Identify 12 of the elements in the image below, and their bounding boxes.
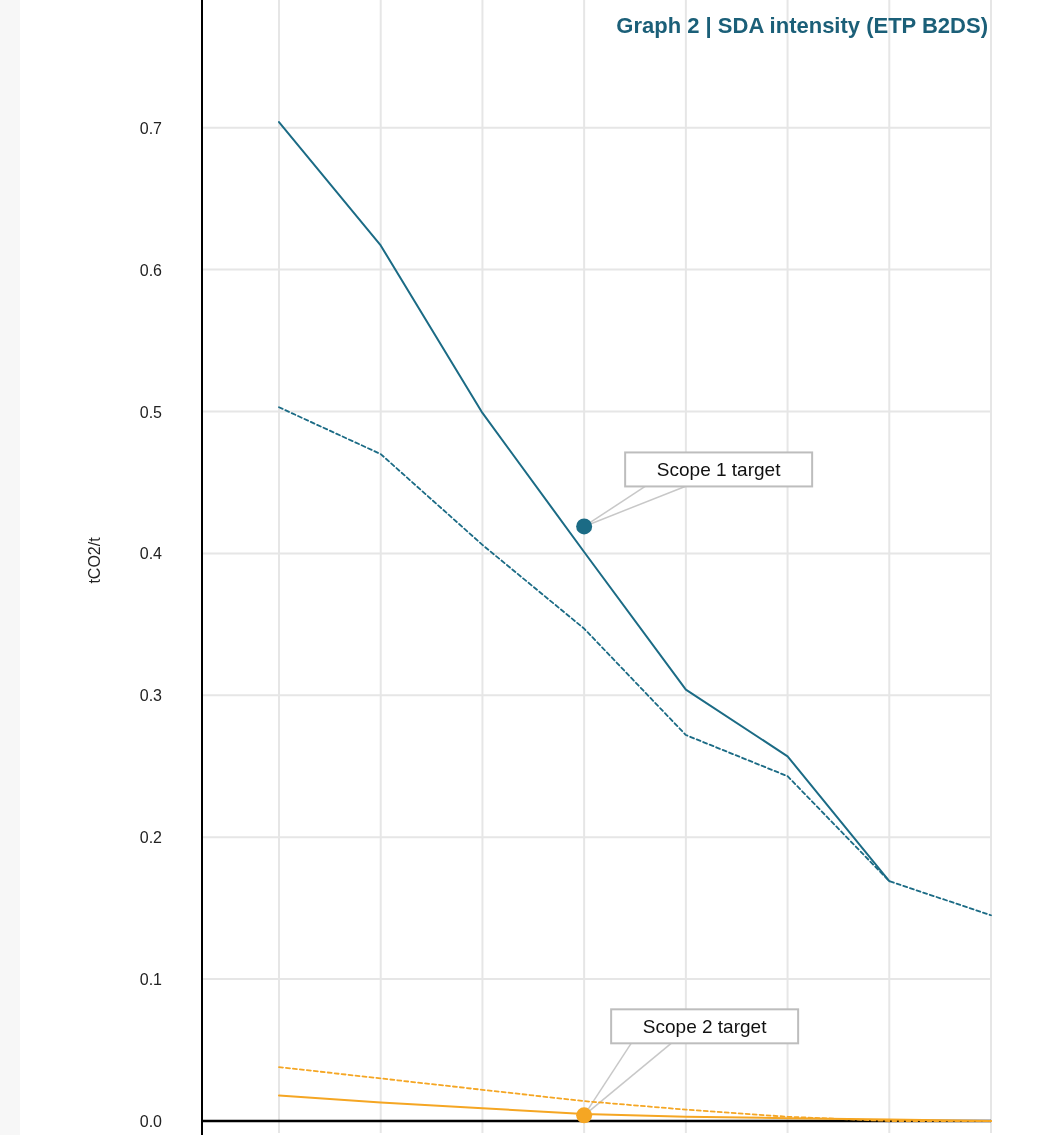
y-tick-label: 0.1 bbox=[139, 971, 163, 989]
text: Graph 2 | SDA intensity (ETP B2DS) bbox=[616, 13, 988, 38]
annotation: Scope 2 target bbox=[642, 1016, 768, 1038]
y-tick-label: 0.4 bbox=[139, 545, 163, 563]
y-tick-label: 0.0 bbox=[139, 1113, 163, 1130]
y-tick-label: 0.6 bbox=[139, 261, 163, 279]
y-tick-label: 0.5 bbox=[139, 403, 163, 421]
y-axis-title: tCO2/t bbox=[86, 536, 103, 584]
y-tick-label: 0.2 bbox=[139, 829, 163, 847]
y-tick-label: 0.3 bbox=[139, 687, 163, 705]
annotation: Scope 1 target bbox=[656, 459, 782, 481]
y-tick-label: 0.7 bbox=[139, 119, 163, 137]
